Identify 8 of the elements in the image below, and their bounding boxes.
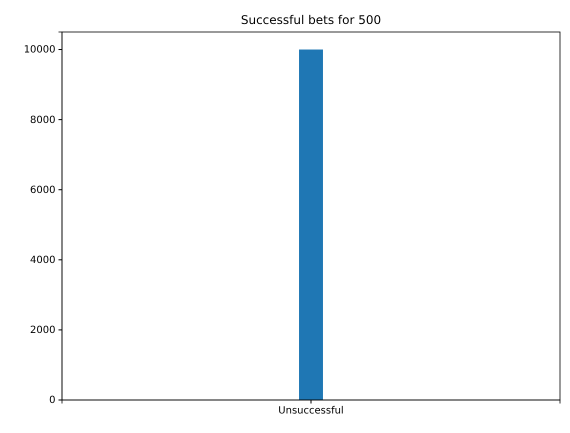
y-tick-label: 0 (49, 395, 56, 406)
y-tick-label: 4000 (30, 255, 56, 266)
y-tick-label: 8000 (30, 114, 56, 126)
y-tick-label: 10000 (24, 44, 56, 56)
y-tick-label: 2000 (30, 325, 56, 336)
chart-title: Successful bets for 500 (240, 13, 382, 27)
y-tick-label: 6000 (30, 184, 56, 196)
x-tick-label: Unsuccessful (278, 406, 344, 417)
